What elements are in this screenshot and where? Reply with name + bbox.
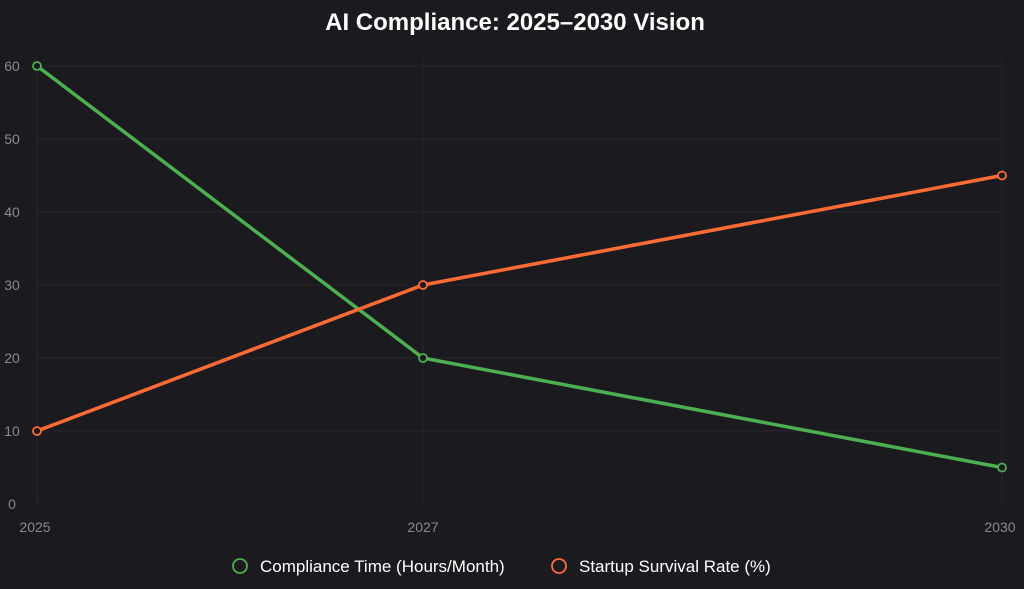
x-tick-label: 2025 — [19, 519, 50, 535]
data-point[interactable] — [997, 462, 1007, 473]
series-line-1 — [35, 173, 1004, 433]
series-lines — [32, 61, 1007, 473]
legend-marker[interactable] — [232, 558, 248, 574]
data-point[interactable] — [997, 170, 1007, 181]
legend-label[interactable]: Compliance Time (Hours/Month) — [260, 557, 505, 576]
y-tick-label: 30 — [4, 277, 20, 293]
chart-title: AI Compliance: 2025–2030 Vision — [325, 9, 705, 36]
data-point[interactable] — [32, 61, 42, 71]
y-tick-label: 10 — [4, 423, 20, 439]
y-tick-label: 60 — [4, 58, 20, 74]
x-tick-label: 2030 — [984, 519, 1015, 535]
y-tick-label: 0 — [8, 496, 16, 512]
data-point[interactable] — [418, 280, 428, 290]
data-point[interactable] — [32, 426, 42, 436]
y-tick-label: 20 — [4, 350, 20, 366]
data-point[interactable] — [418, 353, 428, 363]
grid — [36, 58, 1003, 505]
x-tick-label: 2027 — [407, 519, 438, 535]
y-tick-label: 50 — [4, 131, 20, 147]
legend[interactable]: Compliance Time (Hours/Month) Startup Sur… — [232, 557, 771, 576]
y-tick-label: 40 — [4, 204, 20, 220]
legend-marker[interactable] — [551, 558, 567, 574]
legend-label[interactable]: Startup Survival Rate (%) — [579, 557, 771, 576]
